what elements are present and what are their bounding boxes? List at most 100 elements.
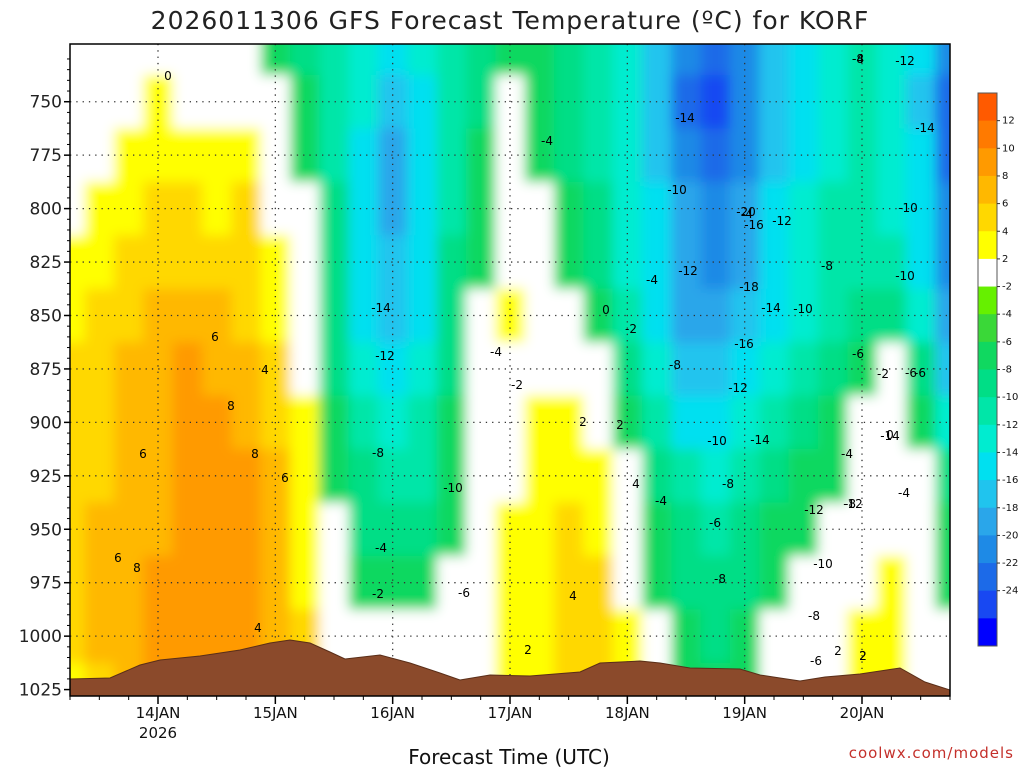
field-cell: [906, 44, 936, 76]
y-tick-label: 1025: [19, 681, 62, 701]
contour-label: -20: [736, 205, 756, 219]
field-cell: [202, 502, 232, 557]
field-cell: [114, 181, 144, 236]
chart-title: 2026011306 GFS Forecast Temperature (ºC)…: [151, 6, 870, 35]
field-cell: [319, 235, 350, 290]
field-cell: [671, 44, 702, 76]
field-cell: [114, 395, 144, 450]
colorbar-tick-label: 6: [1002, 199, 1008, 210]
x-tick-label: 19JAN: [722, 704, 767, 722]
field-cell: [524, 395, 555, 450]
field-cell: [290, 181, 320, 236]
contour-label: 6: [139, 447, 147, 461]
field-cell: [319, 128, 350, 183]
field-cell: [231, 502, 262, 557]
colorbar-tick-label: -4: [1002, 309, 1012, 320]
contour-label: -12: [728, 381, 748, 395]
field-cell: [788, 44, 819, 76]
contour-label: -10: [667, 183, 687, 197]
colorbar-tick-label: -18: [1002, 503, 1018, 514]
y-tick-label: 825: [30, 253, 62, 273]
field-cell: [583, 181, 614, 236]
contour-label: -16: [744, 218, 764, 232]
field-cell: [290, 128, 320, 183]
field-cell: [671, 395, 702, 450]
colorbar-swatch: [978, 314, 997, 343]
field-cell: [231, 181, 262, 236]
field-cell: [260, 235, 291, 290]
field-cell: [348, 128, 379, 183]
contour-label: -18: [739, 280, 759, 294]
colorbar-swatch: [978, 148, 997, 177]
field-cell: [759, 74, 790, 130]
field-cell: [114, 449, 144, 504]
contour-label: -8: [844, 497, 856, 511]
contour-label: -6: [458, 586, 470, 600]
x-tick-label: 20JAN: [840, 704, 885, 722]
contour-label: 2: [834, 644, 842, 658]
contour-label: -16: [734, 337, 754, 351]
contour-label: 8: [251, 447, 259, 461]
colorbar-tick-label: -14: [1002, 447, 1018, 458]
contour-label: -10: [707, 434, 727, 448]
field-cell: [466, 235, 496, 290]
contour-label: -4: [375, 541, 387, 555]
field-cell: [759, 395, 790, 450]
field-cell: [436, 44, 467, 76]
field-cell: [290, 342, 320, 397]
field-cell: [436, 609, 467, 664]
field-cell: [671, 128, 702, 183]
field-cell: [759, 44, 790, 76]
y-tick-label: 775: [30, 146, 62, 166]
contour-label: -12: [843, 497, 863, 511]
x-tick-label: 17JAN: [488, 704, 533, 722]
field-cell: [290, 44, 320, 76]
contour-label: -12: [375, 349, 395, 363]
field-cell: [407, 502, 438, 557]
field-cell: [348, 181, 379, 236]
field-cell: [700, 44, 731, 76]
field-cell: [70, 609, 86, 664]
contour-label: -10: [793, 302, 813, 316]
y-tick-label: 950: [30, 520, 62, 540]
field-cell: [671, 555, 702, 611]
credit-link[interactable]: coolwx.com/models: [849, 744, 1014, 762]
field-cell: [759, 609, 790, 664]
contour-label: 6: [281, 471, 289, 485]
field-cell: [231, 555, 262, 611]
field-cell: [202, 74, 232, 130]
contour-label: -8: [808, 609, 820, 623]
contour-label: -8: [852, 52, 864, 66]
contour-label: -2: [511, 378, 523, 392]
field-cell: [378, 449, 408, 504]
field-cell: [378, 235, 408, 290]
x-tick-label: 14JAN: [136, 704, 181, 722]
field-cell: [114, 44, 144, 76]
field-cell: [935, 555, 950, 611]
field-cell: [70, 288, 86, 343]
x-tick-label: 18JAN: [605, 704, 650, 722]
field-cell: [495, 235, 526, 290]
field-cell: [70, 235, 86, 290]
contour-label: -4: [490, 345, 502, 359]
contour-label: 4: [254, 621, 262, 635]
colorbar-swatch: [978, 369, 997, 398]
field-cell: [935, 74, 950, 130]
field-cell: [466, 128, 496, 183]
field-cell: [202, 342, 232, 397]
field-cell: [378, 74, 408, 130]
field-cell: [290, 502, 320, 557]
field-cell: [290, 74, 320, 130]
colorbar-swatch: [978, 120, 997, 149]
colorbar-tick-label: 12: [1002, 116, 1015, 127]
contour-label: -6: [709, 516, 721, 530]
field-cell: [583, 449, 614, 504]
field-cell: [260, 555, 291, 611]
colorbar-swatch: [978, 535, 997, 564]
field-cell: [759, 555, 790, 611]
contour-label: -12: [772, 214, 792, 228]
field-cell: [202, 449, 232, 504]
field-cell: [231, 395, 262, 450]
